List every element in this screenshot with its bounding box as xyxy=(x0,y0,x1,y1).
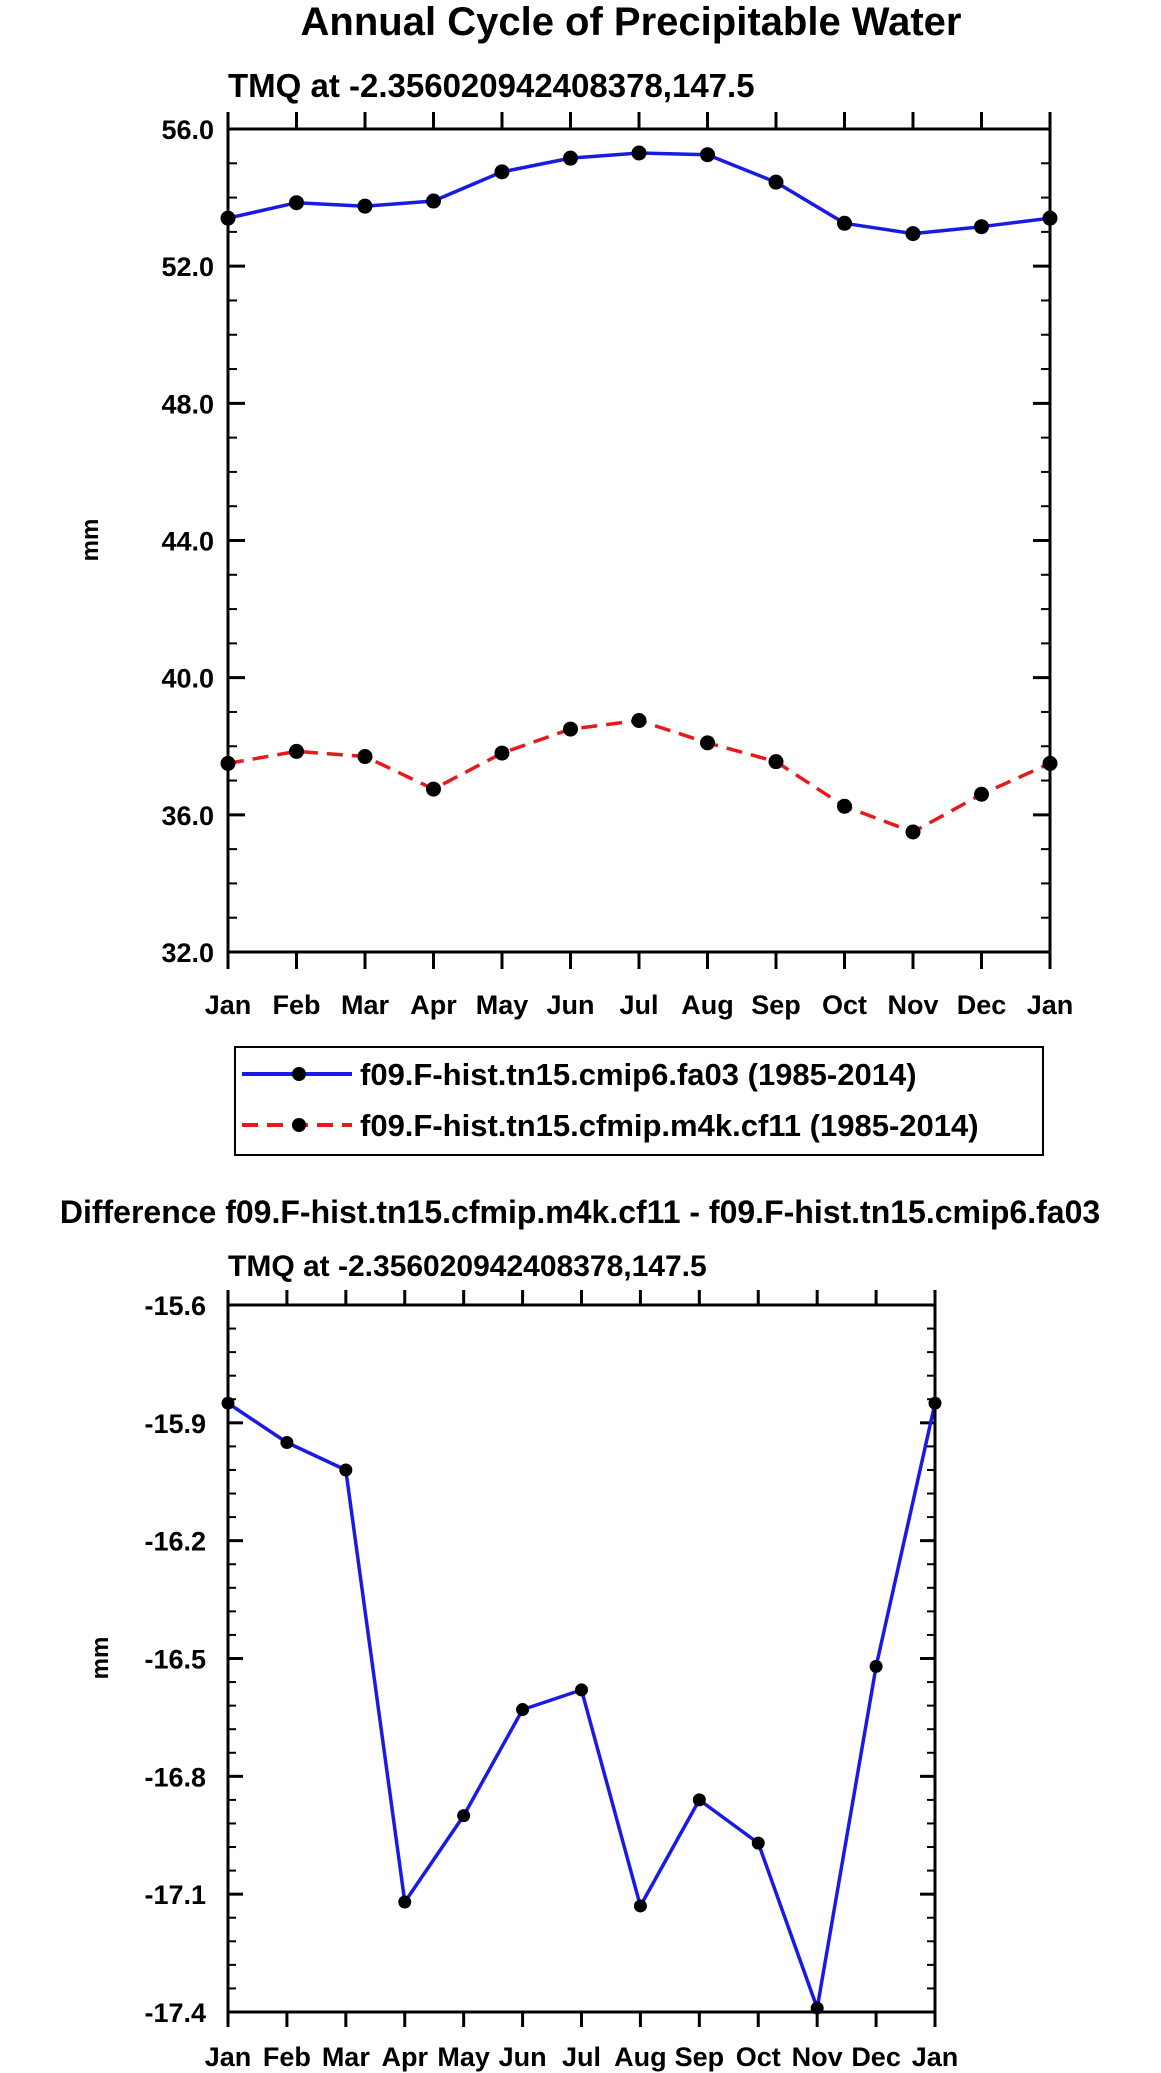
chart-1-x-tick-label: Mar xyxy=(341,990,390,1020)
chart-1-series-1-point xyxy=(700,147,715,163)
chart-2-series-1-point xyxy=(516,1703,530,1717)
chart-2-series-1-point xyxy=(751,1836,765,1850)
chart-2-title: Difference f09.F-hist.tn15.cfmip.m4k.cf1… xyxy=(60,1194,1100,1230)
chart-1-x-tick-label: Jun xyxy=(546,990,594,1020)
chart-1-x-tick-label: Oct xyxy=(822,990,867,1020)
chart-2-y-tick-label: -15.9 xyxy=(144,1409,206,1439)
chart-1-series-1-point xyxy=(289,195,304,211)
chart-1-series xyxy=(220,145,1058,840)
chart-2-ticks xyxy=(226,1290,937,2027)
chart-2-x-tick-label: Apr xyxy=(382,2042,429,2072)
chart-1-series-2-point xyxy=(700,735,715,751)
chart-2-plot-frame xyxy=(226,1303,937,2014)
chart-1-series-2-point xyxy=(905,824,921,840)
chart-1-x-tick-label: Nov xyxy=(887,990,938,1020)
chart-2-series-1-point xyxy=(633,1899,647,1913)
chart-2-x-tick-label: Feb xyxy=(263,2042,311,2072)
chart-2-x-tick-label: Mar xyxy=(322,2042,371,2072)
chart-1-x-tick-label: Jul xyxy=(619,990,658,1020)
chart-2-x-tick-label: Jul xyxy=(562,2042,601,2072)
chart-2-y-tick-label: -15.6 xyxy=(144,1291,206,1321)
chart-1-y-tick-label: 56.0 xyxy=(161,115,214,145)
chart-1-subtitle: TMQ at -2.356020942408378,147.5 xyxy=(228,67,755,104)
chart-1-series-1-point xyxy=(357,198,373,214)
chart-1-series-2-point xyxy=(837,798,852,814)
chart-1-series-line-2 xyxy=(227,718,1051,834)
chart-1-series-2-point xyxy=(974,786,989,802)
chart-1-series-2-point xyxy=(631,713,647,729)
chart-1-series-1-point xyxy=(837,215,852,231)
chart-1-y-tick-label: 52.0 xyxy=(161,252,214,282)
chart-2-x-tick-label: Aug xyxy=(614,2042,666,2072)
chart-2-series-1-point xyxy=(398,1895,412,1909)
chart-1-series-line-1 xyxy=(227,151,1051,236)
chart-1-series-1-point xyxy=(768,174,784,190)
chart-1-y-tick-label: 44.0 xyxy=(161,527,214,557)
chart-2-x-tick-label: Jan xyxy=(912,2042,959,2072)
chart-2-y-tick-label: -17.1 xyxy=(144,1880,206,1910)
legend-marker-blue xyxy=(292,1067,306,1081)
chart-2-subtitle: TMQ at -2.356020942408378,147.5 xyxy=(228,1250,707,1283)
chart-1-x-tick-label: Feb xyxy=(272,990,320,1020)
chart-1-y-tick-label: 48.0 xyxy=(161,389,214,419)
chart-1-x-tick-label: Apr xyxy=(410,990,457,1020)
chart-2-x-tick-label: Oct xyxy=(736,2042,781,2072)
chart-2-series-1-point xyxy=(457,1809,471,1823)
chart-1-y-tick-label: 36.0 xyxy=(161,801,214,831)
chart-1-y-axis-label: mm xyxy=(77,519,104,562)
chart-1-x-tick-label: Jan xyxy=(1027,990,1074,1020)
chart-2-series-line-1 xyxy=(227,1401,937,2010)
chart-2-y-tick-label: -16.2 xyxy=(144,1527,206,1557)
chart-2-x-tick-label: Nov xyxy=(792,2042,843,2072)
chart-2-series-1-point xyxy=(339,1463,353,1477)
chart-2-x-tick-label: Dec xyxy=(851,2042,901,2072)
chart-1-series-1-point xyxy=(905,226,921,242)
chart-1-series-2-point xyxy=(563,721,578,737)
chart-2-series-1-point xyxy=(575,1683,588,1697)
chart-1-series-1-point xyxy=(494,164,510,180)
chart-1-series-2-point xyxy=(768,754,784,770)
chart-1-plot-frame xyxy=(226,127,1052,954)
chart-1-x-tick-label: Aug xyxy=(681,990,733,1020)
chart-2-x-tick-labels: Jan Feb Mar Apr May Jun Jul Aug Sep Oct Nov Dec Jan xyxy=(205,2042,959,2072)
chart-1-legend: f09.F-hist.tn15.cmip6.fa03 (1985-2014) f… xyxy=(234,1046,1044,1156)
chart-2-series-1-point xyxy=(280,1435,294,1449)
chart-2-series-1-point xyxy=(869,1659,883,1673)
chart-1-x-tick-labels: Jan Feb Mar Apr May Jun Jul Aug Sep Oct Nov Dec Jan xyxy=(205,990,1074,1020)
chart-2-x-tick-label: Jun xyxy=(499,2042,547,2072)
chart-1-x-tick-label: May xyxy=(476,990,529,1020)
chart-1-series-2-point xyxy=(494,745,510,761)
chart-1-y-tick-labels: 32.0 36.0 40.0 44.0 48.0 52.0 56.0 xyxy=(161,115,214,968)
legend-label-series-1: f09.F-hist.tn15.cmip6.fa03 (1985-2014) xyxy=(360,1057,917,1092)
chart-1-series-1-point xyxy=(974,219,989,235)
chart-2-y-tick-labels: -17.4 -17.1 -16.8 -16.5 -16.2 -15.9 -15.6 xyxy=(144,1291,206,2028)
chart-1-series-2-point xyxy=(426,781,441,797)
chart-2-y-tick-label: -17.4 xyxy=(144,1998,206,2028)
chart-1-series-1-point xyxy=(631,145,647,161)
chart-1-ticks xyxy=(226,112,1052,969)
legend-marker-red xyxy=(292,1118,306,1132)
chart-1-title: Annual Cycle of Precipitable Water xyxy=(301,0,962,44)
chart-1-series-1-point xyxy=(563,150,578,166)
chart-1-y-tick-label: 32.0 xyxy=(161,938,214,968)
chart-2-y-tick-label: -16.5 xyxy=(144,1645,206,1675)
chart-1-series-2-point xyxy=(289,743,304,759)
chart-2-y-tick-label: -16.8 xyxy=(144,1762,206,1792)
chart-2-x-tick-label: Sep xyxy=(675,2042,725,2072)
chart-1-y-tick-label: 40.0 xyxy=(161,664,214,694)
chart-1-series-2-point xyxy=(357,749,373,765)
chart-2-x-tick-label: Jan xyxy=(205,2042,252,2072)
chart-2-y-axis-label: mm xyxy=(87,1637,114,1680)
chart-1-series-1-point xyxy=(426,193,441,209)
chart-2-series xyxy=(221,1396,942,2015)
chart-2-series-1-point xyxy=(692,1793,706,1807)
chart-1-x-tick-label: Dec xyxy=(957,990,1007,1020)
legend-label-series-2: f09.F-hist.tn15.cfmip.m4k.cf11 (1985-201… xyxy=(360,1108,979,1143)
chart-1-x-tick-label: Sep xyxy=(751,990,801,1020)
legend-box xyxy=(234,1046,1044,1156)
chart-1-x-tick-label: Jan xyxy=(205,990,252,1020)
chart-2-x-tick-label: May xyxy=(437,2042,490,2072)
